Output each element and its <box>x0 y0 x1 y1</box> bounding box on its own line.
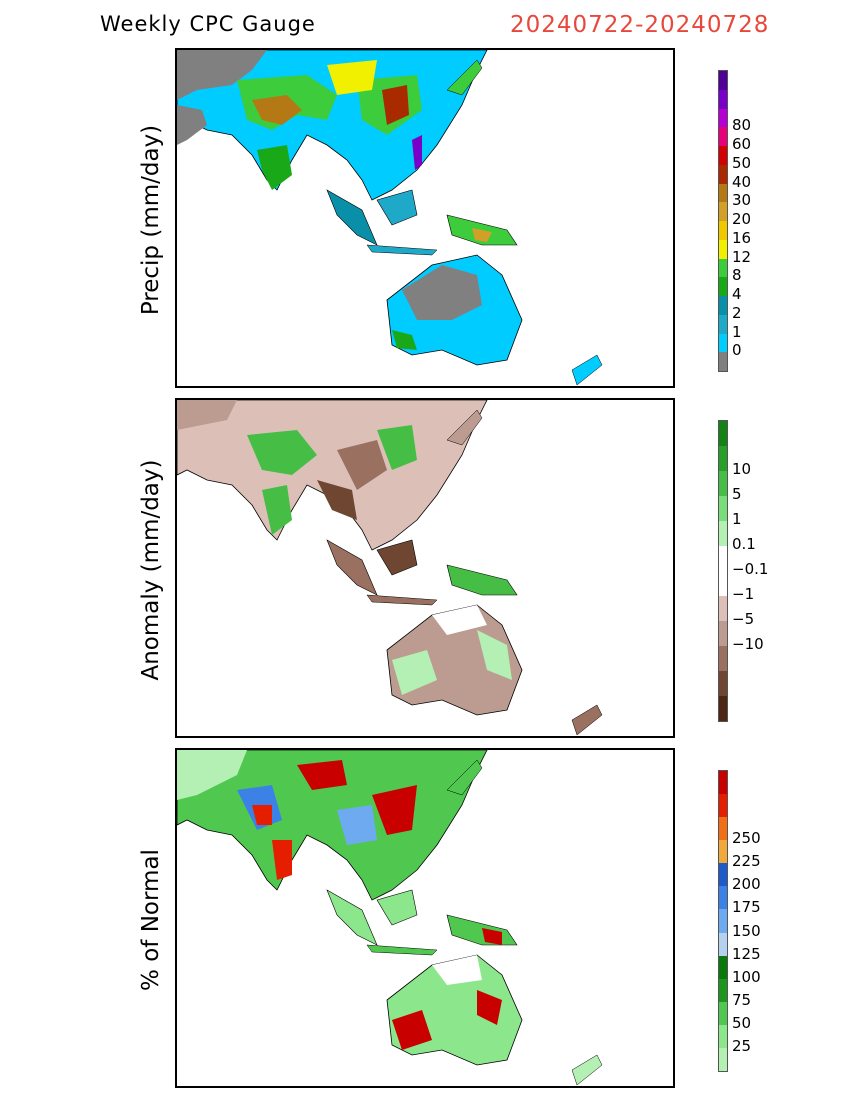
colorbar-segment <box>719 817 727 841</box>
colorbar-tick-label: 250 <box>732 829 761 848</box>
colorbar-tick-label: 125 <box>732 944 761 963</box>
anomaly-map-graphic <box>177 400 603 736</box>
colorbar-segment <box>719 446 727 471</box>
colorbar-segment <box>719 1047 727 1071</box>
colorbar-tick-label: 16 <box>732 228 752 247</box>
colorbar-tick-label: 0.1 <box>732 535 756 553</box>
colorbar-segment <box>719 1024 727 1048</box>
colorbar-segment <box>719 646 727 671</box>
precip-colorbar <box>718 70 728 372</box>
colorbar-tick-label: 225 <box>732 852 761 871</box>
colorbar-segment <box>719 314 727 334</box>
colorbar-tick-label: −0.1 <box>732 560 769 578</box>
anomaly-axis-label: Anomaly (mm/day) <box>138 459 164 681</box>
colorbar-segment <box>719 621 727 646</box>
precip-map-graphic <box>177 50 603 386</box>
colorbar-segment <box>719 296 727 315</box>
percent-normal-colorbar <box>718 770 728 1072</box>
colorbar-tick-label: 1 <box>732 322 742 341</box>
date-range: 20240722-20240728 <box>510 12 770 38</box>
colorbar-segment <box>719 277 727 296</box>
percent-normal-map <box>175 748 675 1088</box>
colorbar-tick-label: 4 <box>732 285 742 303</box>
colorbar-segment <box>719 108 727 128</box>
colorbar-tick-label: −5 <box>732 610 755 628</box>
colorbar-segment <box>719 886 727 910</box>
colorbar-tick-label: 60 <box>732 135 752 153</box>
colorbar-segment <box>719 696 727 721</box>
colorbar-tick-label: 40 <box>732 172 752 191</box>
colorbar-segment <box>719 183 727 203</box>
colorbar-segment <box>719 794 727 818</box>
colorbar-segment <box>719 164 727 184</box>
precip-map <box>175 48 675 388</box>
percent-normal-axis-label: % of Normal <box>138 849 164 991</box>
colorbar-tick-label: 150 <box>732 921 761 940</box>
colorbar-segment <box>719 127 727 146</box>
colorbar-tick-label: −1 <box>732 585 755 603</box>
colorbar-segment <box>719 202 727 221</box>
colorbar-tick-label: 5 <box>732 485 742 503</box>
colorbar-tick-label: 50 <box>732 1013 752 1032</box>
colorbar-segment <box>719 333 727 353</box>
colorbar-tick-label: 8 <box>732 266 742 285</box>
precip-axis-label: Precip (mm/day) <box>138 124 164 316</box>
colorbar-tick-label: 25 <box>732 1036 752 1055</box>
colorbar-tick-label: 75 <box>732 990 752 1009</box>
colorbar-segment <box>719 146 727 165</box>
colorbar-tick-label: 12 <box>732 247 752 266</box>
colorbar-segment <box>719 909 727 933</box>
colorbar-segment <box>719 421 727 446</box>
colorbar-segment <box>719 1001 727 1025</box>
colorbar-segment <box>719 546 727 571</box>
colorbar-segment <box>719 352 727 371</box>
colorbar-segment <box>719 671 727 696</box>
colorbar-segment <box>719 840 727 864</box>
colorbar-tick-label: 80 <box>732 116 752 135</box>
colorbar-tick-label: 50 <box>732 153 752 172</box>
colorbar-tick-label: 175 <box>732 898 761 917</box>
colorbar-segment <box>719 239 727 259</box>
colorbar-tick-label: 10 <box>732 460 752 478</box>
colorbar-tick-label: 1 <box>732 510 742 528</box>
colorbar-segment <box>719 221 727 240</box>
colorbar-segment <box>719 471 727 496</box>
colorbar-tick-label: 0 <box>732 341 742 360</box>
map-title: Weekly CPC Gauge <box>100 12 316 36</box>
colorbar-tick-label: 200 <box>732 875 761 894</box>
colorbar-segment <box>719 863 727 887</box>
colorbar-segment <box>719 596 727 621</box>
colorbar-tick-label: 2 <box>732 303 742 322</box>
colorbar-tick-label: 20 <box>732 210 752 228</box>
colorbar-segment <box>719 932 727 956</box>
colorbar-tick-label: −10 <box>732 635 764 653</box>
colorbar-segment <box>719 978 727 1002</box>
colorbar-segment <box>719 521 727 546</box>
anomaly-colorbar <box>718 420 728 722</box>
colorbar-tick-label: 30 <box>732 191 752 210</box>
colorbar-segment <box>719 496 727 521</box>
colorbar-segment <box>719 770 727 795</box>
colorbar-segment <box>719 571 727 596</box>
colorbar-tick-label: 100 <box>732 967 761 986</box>
colorbar-segment <box>719 258 727 278</box>
colorbar-segment <box>719 89 727 109</box>
colorbar-segment <box>719 955 727 979</box>
percent-normal-map-graphic <box>177 750 603 1086</box>
anomaly-map <box>175 398 675 738</box>
colorbar-segment <box>719 71 727 90</box>
